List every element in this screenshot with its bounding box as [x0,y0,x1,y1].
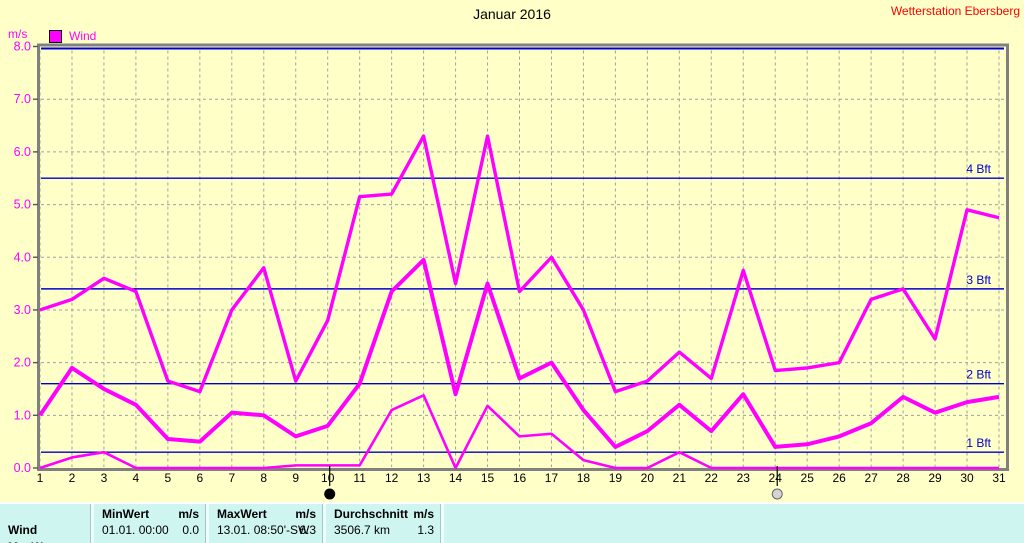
x-tick-label: 27 [864,471,878,485]
stats-clipped-next-row-label: MaxWert [8,540,58,543]
stats-col-sensor: Wind MaxWert [0,504,91,543]
x-tick-label: 15 [481,471,495,485]
beaufort-label: 4 Bft [966,162,991,176]
maxwert-value: 13.01. 08:50'-SW [217,523,310,537]
x-tick-label: 28 [896,471,910,485]
x-tick-label: 5 [165,471,172,485]
y-tick-label: 3.0 [14,303,31,317]
x-tick-label: 16 [513,471,527,485]
stats-col-empty [441,504,1024,543]
x-tick-label: 25 [801,471,815,485]
minwert-unit: m/s [178,507,199,521]
y-tick-label: 4.0 [14,250,31,264]
legend: Wind [49,29,96,43]
y-tick-label: 0.0 [14,461,31,475]
x-tick-label: 29 [928,471,942,485]
full-moon-icon [771,488,783,500]
y-tick-label: 6.0 [14,145,31,159]
y-tick-label: 7.0 [14,92,31,106]
x-tick-label: 21 [673,471,687,485]
stats-col-maxwert: MaxWert m/s 13.01. 08:50'-SW 6.3 [206,504,326,543]
y-tick-label: 2.0 [14,356,31,370]
x-tick-label: 7 [228,471,235,485]
wind-max-line [39,134,1000,394]
durchschnitt-value: 3506.7 km [334,523,391,537]
beaufort-label: 2 Bft [966,368,991,382]
durchschnitt-number: 1.3 [417,523,434,537]
x-tick-label: 10 [321,471,335,485]
y-tick-label: 5.0 [14,198,31,212]
x-tick-label: 9 [292,471,299,485]
stats-col-durchschnitt: Durchschnitt m/s 3506.7 km 1.3 [323,504,444,543]
new-moon-icon [324,488,336,500]
x-tick-label: 26 [832,471,846,485]
beaufort-label: 1 Bft [966,436,991,450]
x-tick-label: 12 [385,471,399,485]
x-tick-label: 6 [196,471,203,485]
minwert-header: MinWert [102,507,150,521]
x-tick-label: 31 [992,471,1006,485]
maxwert-header: MaxWert [217,507,267,521]
y-tick-label: 8.0 [14,40,31,54]
page-title: Januar 2016 [473,6,551,22]
x-tick-label: 23 [737,471,751,485]
x-tick-label: 22 [705,471,719,485]
x-tick-label: 11 [353,471,366,485]
stats-table: Wind MaxWert MinWert m/s 01.01. 00:00 0.… [0,502,1024,543]
wind-min-line [39,393,999,470]
stats-row-label: Wind [8,523,38,537]
x-tick-label: 17 [545,471,559,485]
y-tick-label: 1.0 [14,408,31,422]
station-name-label: Wetterstation Ebersberg [890,4,1020,18]
wind-mean-line [38,257,1000,449]
x-tick-label: 14 [449,471,463,485]
y-axis-unit-label: m/s [8,27,28,41]
x-tick-label: 4 [133,471,140,485]
durchschnitt-unit: m/s [413,507,434,521]
x-tick-label: 3 [101,471,108,485]
minwert-number: 0.0 [182,523,199,537]
plot-frame [37,43,1009,471]
stats-col-minwert: MinWert m/s 01.01. 00:00 0.0 [91,504,209,543]
x-tick-label: 19 [609,471,623,485]
minwert-value: 01.01. 00:00 [102,523,169,537]
x-tick-label: 20 [641,471,655,485]
durchschnitt-header: Durchschnitt [334,507,409,521]
legend-label: Wind [69,29,97,43]
x-tick-label: 2 [69,471,76,485]
wind-series-swatch-icon [49,29,62,43]
beaufort-label: 3 Bft [966,273,991,287]
x-tick-label: 8 [260,471,267,485]
x-tick-label: 24 [769,471,783,485]
maxwert-unit: m/s [295,507,316,521]
x-tick-label: 13 [417,471,431,485]
x-tick-label: 30 [960,471,974,485]
x-tick-label: 1 [37,471,44,485]
maxwert-number: 6.3 [299,523,316,537]
x-tick-label: 18 [577,471,591,485]
